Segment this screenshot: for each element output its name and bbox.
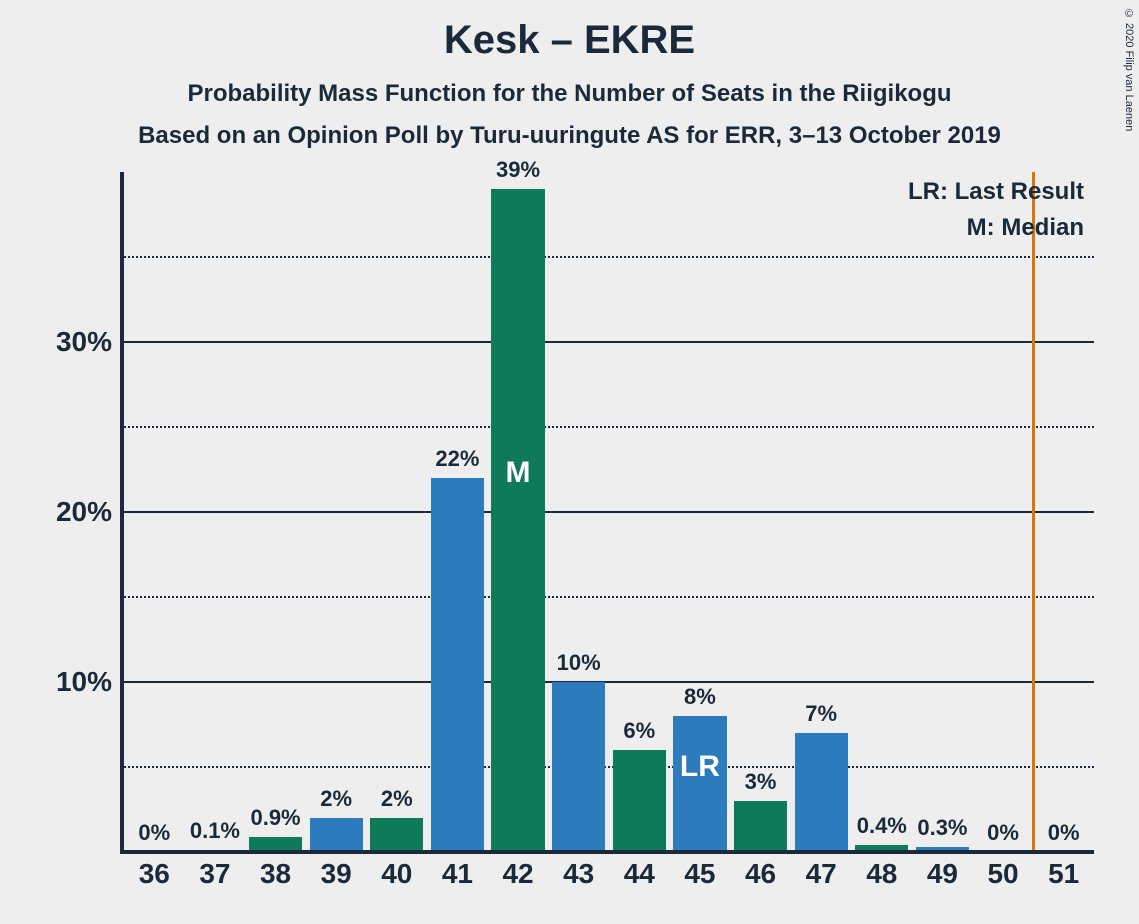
- x-tick-label: 36: [139, 858, 170, 890]
- bar: 2%: [370, 818, 423, 852]
- x-tick-label: 43: [563, 858, 594, 890]
- bar-value-label: 0.9%: [250, 805, 300, 831]
- bar-value-label: 39%: [496, 157, 540, 183]
- last-result-line: [1032, 172, 1035, 852]
- bar: 3%: [734, 801, 787, 852]
- bar-value-label: 22%: [435, 446, 479, 472]
- y-tick-label: 10%: [56, 666, 112, 698]
- gridline-minor: [124, 256, 1094, 258]
- bar-inside-label: M: [506, 456, 531, 490]
- x-tick-label: 45: [684, 858, 715, 890]
- chart-title: Kesk – EKRE: [0, 18, 1139, 63]
- chart-subtitle-1: Probability Mass Function for the Number…: [0, 80, 1139, 108]
- bar: 7%: [795, 733, 848, 852]
- bar-value-label: 0%: [987, 820, 1019, 846]
- x-tick-label: 47: [806, 858, 837, 890]
- x-tick-label: 44: [624, 858, 655, 890]
- bar-value-label: 0.3%: [917, 815, 967, 841]
- pmf-bar-chart: 10%20%30%0%0.1%0.9%2%2%22%39%M10%6%8%LR3…: [124, 172, 1094, 852]
- x-tick-label: 37: [199, 858, 230, 890]
- gridline-minor: [124, 596, 1094, 598]
- legend-median: M: Median: [967, 214, 1084, 242]
- y-tick-label: 30%: [56, 326, 112, 358]
- bar-value-label: 3%: [745, 769, 777, 795]
- bar: 22%: [431, 478, 484, 852]
- y-axis: [120, 172, 124, 854]
- x-tick-label: 46: [745, 858, 776, 890]
- bar-value-label: 10%: [557, 650, 601, 676]
- bar: 8%LR: [673, 716, 726, 852]
- bar-value-label: 0%: [1048, 820, 1080, 846]
- x-tick-label: 50: [987, 858, 1018, 890]
- copyright-text: © 2020 Filip van Laenen: [1123, 8, 1135, 131]
- x-tick-label: 39: [321, 858, 352, 890]
- bar-value-label: 0%: [138, 820, 170, 846]
- bar-value-label: 0.1%: [190, 818, 240, 844]
- gridline: [124, 681, 1094, 683]
- gridline-minor: [124, 426, 1094, 428]
- x-tick-label: 38: [260, 858, 291, 890]
- bar-value-label: 2%: [381, 786, 413, 812]
- bar: 39%M: [491, 189, 544, 852]
- bar: 6%: [613, 750, 666, 852]
- bar: 10%: [552, 682, 605, 852]
- x-tick-label: 51: [1048, 858, 1079, 890]
- gridline: [124, 341, 1094, 343]
- legend-last-result: LR: Last Result: [908, 178, 1084, 206]
- bar-value-label: 0.4%: [857, 813, 907, 839]
- bar-value-label: 6%: [623, 718, 655, 744]
- y-tick-label: 20%: [56, 496, 112, 528]
- x-tick-label: 41: [442, 858, 473, 890]
- chart-subtitle-2: Based on an Opinion Poll by Turu-uuringu…: [0, 122, 1139, 150]
- bar-value-label: 8%: [684, 684, 716, 710]
- x-axis: [120, 850, 1094, 854]
- gridline-minor: [124, 766, 1094, 768]
- x-tick-label: 42: [502, 858, 533, 890]
- bar-value-label: 7%: [805, 701, 837, 727]
- bar: 2%: [310, 818, 363, 852]
- x-tick-label: 49: [927, 858, 958, 890]
- x-tick-label: 40: [381, 858, 412, 890]
- bar-value-label: 2%: [320, 786, 352, 812]
- bar-inside-label: LR: [680, 750, 720, 784]
- x-tick-label: 48: [866, 858, 897, 890]
- gridline: [124, 511, 1094, 513]
